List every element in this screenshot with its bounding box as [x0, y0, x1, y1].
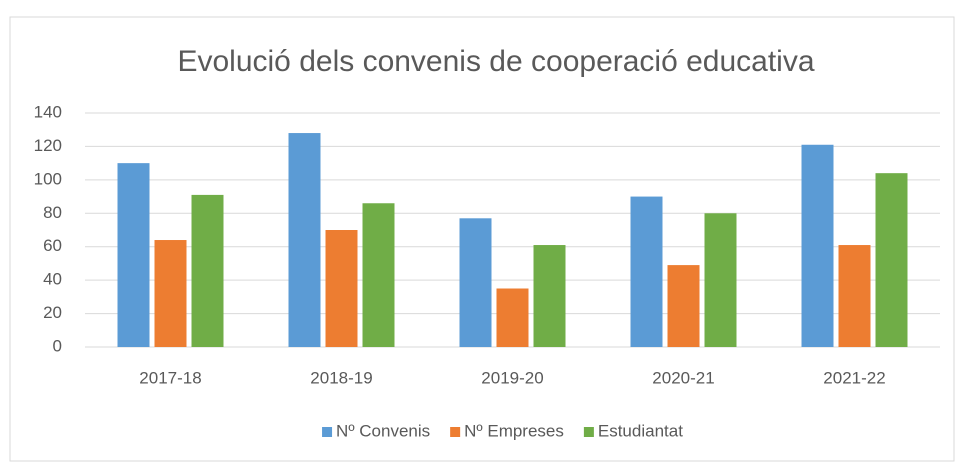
legend-swatch [322, 427, 333, 437]
legend-label: Nº Convenis [336, 421, 430, 440]
y-tick-label: 140 [34, 102, 62, 121]
y-tick-label: 120 [34, 136, 62, 155]
bar [496, 288, 529, 347]
bar [704, 213, 737, 347]
legend-label: Estudiantat [598, 421, 683, 440]
legend-label: Nº Empreses [464, 421, 564, 440]
bar [191, 194, 224, 347]
bar [838, 245, 871, 347]
legend-swatch [450, 427, 461, 437]
bar [801, 144, 834, 347]
x-tick-label: 2018-19 [310, 368, 372, 387]
x-tick-label: 2019-20 [481, 368, 543, 387]
x-tick-label: 2021-22 [823, 368, 885, 387]
y-tick-label: 40 [43, 270, 62, 289]
bar [288, 133, 321, 347]
legend-swatch [583, 427, 594, 437]
bar [459, 218, 492, 347]
y-tick-label: 0 [53, 336, 62, 355]
bar [630, 196, 663, 347]
x-tick-label: 2017-18 [139, 368, 201, 387]
y-tick-label: 100 [34, 169, 62, 188]
bar [875, 173, 908, 347]
x-tick-label: 2020-21 [652, 368, 714, 387]
bar [154, 240, 187, 347]
bar [362, 203, 395, 347]
bar [325, 230, 358, 347]
bar [117, 163, 150, 347]
chart-title: Evolució dels convenis de cooperació edu… [177, 45, 814, 78]
y-tick-label: 60 [43, 236, 62, 255]
bar [667, 265, 700, 347]
y-tick-label: 20 [43, 303, 62, 322]
y-tick-label: 80 [43, 203, 62, 222]
bar [533, 245, 566, 347]
